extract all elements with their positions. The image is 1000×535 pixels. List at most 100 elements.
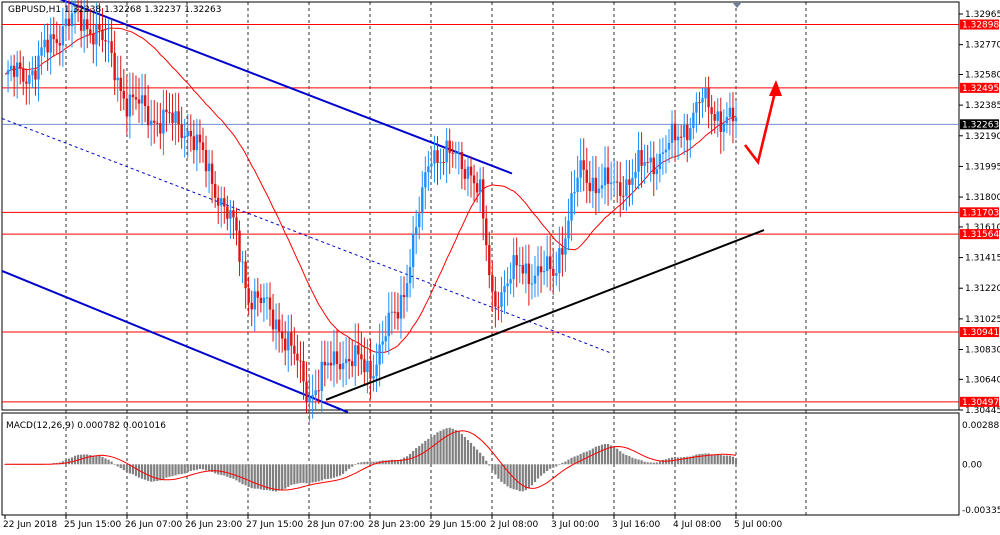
candle-body [19,62,22,69]
candle-body [86,19,89,30]
candle-body [655,169,659,175]
macd-bar [107,459,110,465]
macd-bar [278,464,281,491]
macd-bar [698,454,701,465]
candle-body [628,179,631,185]
candle-body [692,112,695,129]
macd-bar [521,464,524,492]
candle-body [524,263,528,274]
candle-body [716,111,719,121]
candle-body [430,163,433,167]
price-label: 1.32385 [965,101,1000,111]
candle-body [271,309,275,330]
macd-bar [439,430,442,465]
time-label: 26 Jun 07:00 [125,520,182,530]
candle-body [76,8,80,10]
macd-bar [128,464,131,474]
level-tag [960,207,999,218]
level-value: 1.30497 [962,398,999,408]
candle-body [701,98,704,103]
price-label: 1.32580 [965,71,1000,81]
candle-body [561,248,564,255]
candle-body [545,256,549,272]
chart-shift-marker[interactable] [732,2,742,8]
macd-bar [320,464,323,481]
candle-body [354,345,357,367]
candle-body [137,99,141,104]
candle-body [159,123,162,134]
macd-bar [402,457,406,465]
price-label: 1.31610 [965,223,1000,233]
candle-body [637,150,640,172]
candle-body [107,41,110,43]
macd-bar [451,428,454,465]
macd-bar [357,462,360,465]
candle-body [372,375,375,379]
candle-body [122,90,125,99]
candle-body [280,331,284,339]
macd-bar [652,462,655,465]
candle-body [213,183,217,198]
candle-body [116,77,119,81]
macd-bar [363,461,366,465]
candle-body [308,396,311,403]
macd-bar [546,464,549,471]
macd-bar [156,464,159,482]
candle-body [329,362,333,366]
candle-body [418,213,421,228]
candle-body [357,345,360,355]
candle-body [61,26,65,46]
candle-body [332,351,336,366]
candle-body [558,248,561,274]
candle-body [579,160,582,178]
macd-bar [110,461,113,465]
candle-body [366,360,369,373]
macd-bar [323,464,326,480]
candle-body [527,263,531,285]
macd-bar [634,458,637,465]
candle-body [679,136,683,138]
candle-body [631,178,634,185]
candle-body [375,364,378,376]
candle-body [277,319,281,332]
candle-body [649,157,652,163]
level-value: 1.31564 [962,230,999,240]
macd-bar [524,464,527,491]
macd-bar [220,464,223,475]
candle-body [451,152,454,154]
candle-body [445,140,448,163]
macd-bar [354,464,357,465]
macd-bar [491,464,494,471]
level-tag [960,82,999,93]
candle-body [98,24,101,30]
candle-body [573,191,576,194]
macd-bar [177,464,180,475]
candle-body [168,112,171,114]
macd-bar [466,440,470,465]
macd-bar [396,459,400,465]
macd-bar [144,464,147,480]
macd-bar [646,462,649,465]
candle-body [180,124,183,138]
channel-lower [1,270,349,414]
candle-body [564,238,567,255]
candle-body [478,179,482,193]
macd-bar [494,464,497,475]
candle-body [494,291,497,307]
chart-title: GBPUSD,H1 [8,5,61,15]
candle-body [146,106,150,126]
candle-body [616,181,619,183]
macd-bar [506,464,509,487]
macd-bar [479,452,482,465]
macd-bar [125,464,128,472]
macd-bar [64,459,68,465]
macd-bar [649,462,652,465]
candle-body [34,70,37,80]
macd-bar [710,454,713,465]
candle-body [603,167,607,186]
level-labels: 1.32898 1.32495 1.31703 1.31564 1.30941 1.304… [960,19,999,408]
candle-body [92,33,95,45]
price-label: 1.32965 [965,10,1000,20]
